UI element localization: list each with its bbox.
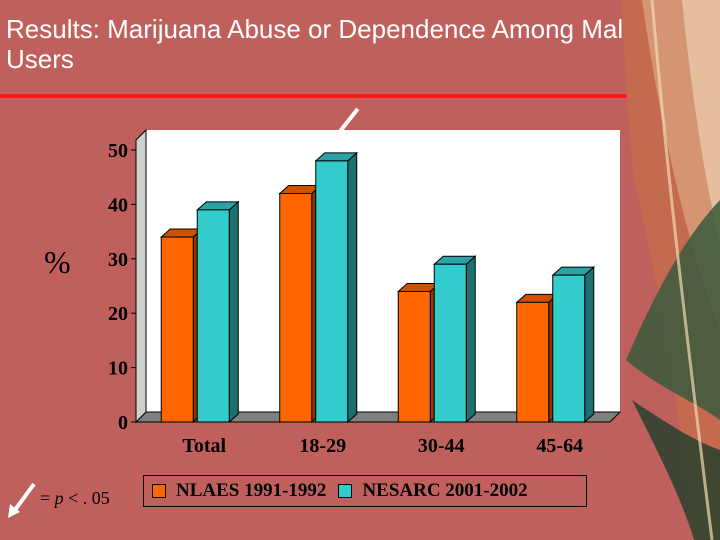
legend-label-nesarc: NESARC 2001-2002 xyxy=(362,480,528,501)
bar-side xyxy=(584,266,595,424)
y-tick-label: 30 xyxy=(108,249,128,271)
decorative-ribbon-art xyxy=(622,0,720,540)
bar-chart: 0 10 20 30 40 50 Total 18-29 30-44 45-64 xyxy=(108,107,622,457)
note-operator: = xyxy=(40,488,51,508)
bar-side xyxy=(228,200,239,424)
significance-arrow-icon xyxy=(8,482,36,518)
legend-label-nlaes: NLAES 1991-1992 xyxy=(176,480,327,501)
y-tick-label: 10 xyxy=(108,358,128,380)
y-tick-label: 0 xyxy=(118,412,128,434)
bar xyxy=(516,301,550,423)
significance-arrow-head xyxy=(205,185,218,200)
x-tick-label: 45-64 xyxy=(536,435,583,457)
chart-side-wall xyxy=(135,128,147,424)
y-unit-label: % xyxy=(44,244,71,280)
chart-legend: NLAES 1991-1992 NESARC 2001-2002 xyxy=(143,475,587,507)
significance-arrow-icon xyxy=(207,156,241,198)
bar xyxy=(160,236,194,423)
significance-arrow-icon xyxy=(326,107,360,149)
y-tick-label: 40 xyxy=(108,194,128,216)
bar xyxy=(279,193,313,423)
x-tick-label: 18-29 xyxy=(299,435,346,457)
bar xyxy=(433,263,467,423)
note-condition: < . 05 xyxy=(68,488,110,508)
bar xyxy=(315,160,349,423)
significance-note: = p < . 05 xyxy=(40,488,110,509)
x-tick-label: 30-44 xyxy=(418,435,465,457)
legend-swatch-nesarc xyxy=(338,484,353,498)
bar xyxy=(397,290,431,423)
bar xyxy=(552,274,586,423)
significance-arrow-head xyxy=(323,136,336,151)
legend-swatch-nlaes xyxy=(152,484,166,498)
note-p-symbol: p xyxy=(54,488,64,508)
y-tick-label: 50 xyxy=(108,140,128,162)
y-tick-label: 20 xyxy=(108,303,128,325)
bar xyxy=(196,209,230,423)
legend-item-nlaes: NLAES 1991-1992 xyxy=(152,480,326,502)
slide-title: Results: Marijuana Abuse or Dependence A… xyxy=(6,14,638,74)
bar-side xyxy=(347,151,358,424)
x-tick-label: Total xyxy=(182,435,226,457)
title-rule xyxy=(0,94,720,98)
legend-item-nesarc: NESARC 2001-2002 xyxy=(338,480,528,502)
bar-side xyxy=(465,255,476,424)
